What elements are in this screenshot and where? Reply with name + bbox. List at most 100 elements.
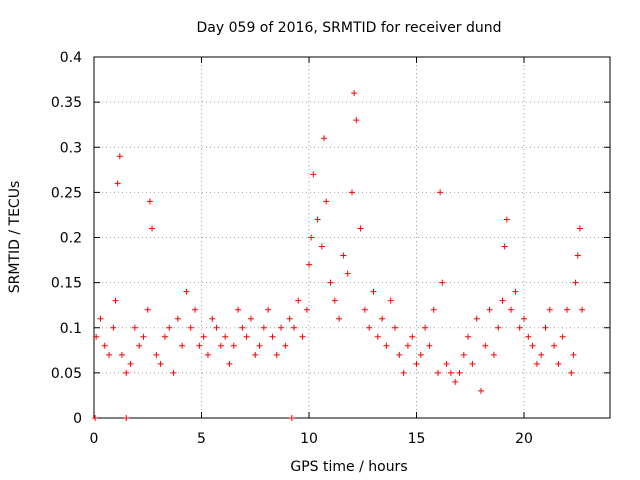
data-point <box>516 324 523 331</box>
data-point <box>306 261 312 268</box>
chart-title: Day 059 of 2016, SRMTID for receiver dun… <box>197 20 502 36</box>
plot-frame <box>93 56 611 419</box>
data-point <box>469 360 476 367</box>
data-point <box>482 342 489 349</box>
data-point <box>426 342 433 349</box>
data-point <box>490 351 497 358</box>
data-point <box>314 216 321 223</box>
data-point <box>452 378 459 385</box>
data-point <box>551 342 558 349</box>
data-point <box>299 333 306 340</box>
data-point <box>260 324 267 331</box>
data-point <box>349 189 355 196</box>
data-point <box>146 198 153 205</box>
data-point <box>239 324 246 331</box>
data-point <box>525 333 532 340</box>
data-point <box>564 306 570 313</box>
data-point <box>417 351 424 358</box>
data-point <box>288 415 295 421</box>
data-point <box>310 171 317 178</box>
data-point <box>422 324 429 331</box>
data-point <box>230 342 237 349</box>
data-point <box>217 342 224 349</box>
data-point <box>192 306 199 313</box>
data-point <box>387 297 394 304</box>
data-point <box>209 315 216 322</box>
x-axis-label: GPS time / hours <box>290 459 407 475</box>
grid-lines <box>94 57 610 418</box>
data-point <box>286 315 293 322</box>
data-point <box>161 333 168 340</box>
data-point <box>542 324 549 331</box>
data-point <box>374 333 381 340</box>
data-point <box>318 243 325 250</box>
y-tick-label: 0.25 <box>51 185 82 201</box>
data-point <box>456 369 463 376</box>
data-point <box>443 360 450 367</box>
data-point <box>508 306 515 313</box>
y-tick-label: 0.05 <box>51 366 82 382</box>
data-point <box>404 342 411 349</box>
data-point <box>572 279 579 286</box>
data-point <box>503 216 510 223</box>
data-point <box>465 333 472 340</box>
data-point <box>546 306 553 313</box>
data-point <box>140 333 147 340</box>
data-point <box>123 369 130 376</box>
data-point <box>290 324 297 331</box>
data-point <box>336 315 343 322</box>
data-point <box>435 369 441 376</box>
data-point <box>430 306 437 313</box>
data-point <box>114 180 121 187</box>
data-point <box>93 333 100 340</box>
data-point <box>366 324 373 331</box>
data-point <box>361 306 368 313</box>
y-tick-label: 0.15 <box>51 276 82 292</box>
data-point <box>149 225 156 232</box>
data-point <box>131 324 138 331</box>
data-point <box>112 297 119 304</box>
data-point <box>123 415 130 421</box>
data-point <box>303 306 310 313</box>
data-point <box>235 306 242 313</box>
data-point <box>512 288 519 295</box>
data-point <box>252 351 259 358</box>
data-point <box>127 360 134 367</box>
data-point <box>568 369 575 376</box>
data-point <box>295 297 302 304</box>
data-point <box>174 315 181 322</box>
data-point <box>273 351 280 358</box>
x-tick-label: 15 <box>408 431 426 447</box>
y-tick-label: 0.4 <box>60 50 82 66</box>
axis-ticks: 0 0.05 0.1 0.15 0.2 0.25 0.3 0.35 0.4 0 5 10 15 20 <box>51 50 610 447</box>
x-tick-label: 5 <box>197 431 206 447</box>
data-point <box>437 189 444 196</box>
data-point <box>392 324 398 331</box>
data-point <box>153 351 160 358</box>
data-point <box>323 198 330 205</box>
data-point <box>144 306 151 313</box>
data-point <box>166 324 173 331</box>
data-point <box>170 369 177 376</box>
data-point <box>204 351 211 358</box>
x-tick-label: 20 <box>515 431 533 447</box>
data-point <box>495 324 502 331</box>
data-point <box>226 360 233 367</box>
data-point <box>340 252 347 259</box>
data-point <box>116 153 123 160</box>
data-point <box>447 369 454 376</box>
x-tick-label: 10 <box>300 431 318 447</box>
data-point <box>400 369 407 376</box>
data-point <box>118 351 125 358</box>
data-point <box>183 288 190 295</box>
data-point <box>559 333 566 340</box>
data-point <box>331 297 338 304</box>
data-points <box>92 90 586 421</box>
data-point <box>473 315 480 322</box>
data-point <box>157 360 164 367</box>
data-point <box>196 342 203 349</box>
data-point <box>265 306 272 313</box>
y-tick-label: 0 <box>73 411 82 427</box>
data-point <box>383 342 390 349</box>
data-point <box>101 342 108 349</box>
